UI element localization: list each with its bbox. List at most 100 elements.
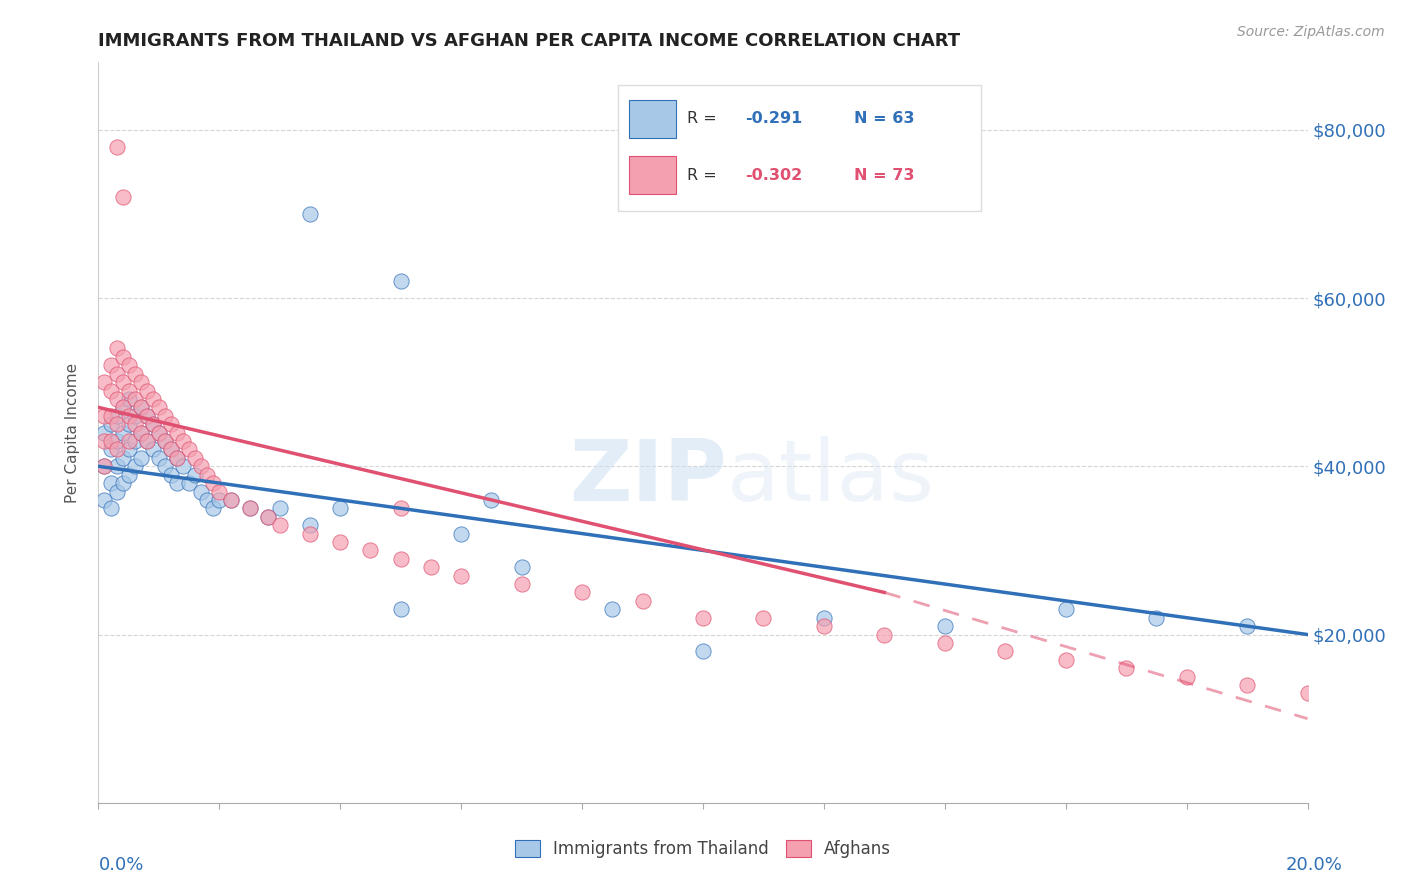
Point [329,535,352,549]
Point [389,602,412,616]
Text: Source: ZipAtlas.com: Source: ZipAtlas.com [1237,25,1385,39]
Point [179,442,201,457]
Point [269,501,291,516]
Point [813,619,835,633]
Point [631,594,654,608]
Point [124,417,146,432]
Point [160,417,183,432]
Point [873,627,896,641]
Point [934,636,956,650]
Point [153,459,176,474]
Point [105,342,128,356]
Point [153,409,176,423]
Point [160,442,183,457]
Point [118,467,141,482]
Point [111,401,134,415]
Point [148,425,170,440]
Point [105,417,128,432]
Point [100,384,122,398]
Point [111,190,134,204]
Point [256,509,278,524]
Point [602,602,624,616]
Point [1175,670,1198,684]
Point [269,518,291,533]
Point [135,384,157,398]
Point [111,476,134,491]
Point [142,392,165,406]
Point [93,425,115,440]
Point [172,434,194,448]
Point [692,610,714,624]
Point [124,409,146,423]
Point [160,442,183,457]
Text: 0.0%: 0.0% [98,856,143,874]
Point [93,492,115,507]
Text: 20.0%: 20.0% [1286,856,1343,874]
Point [100,501,122,516]
Text: atlas: atlas [727,435,935,518]
Point [1236,678,1258,692]
Point [118,409,141,423]
Point [166,450,188,465]
Point [420,560,443,574]
Point [299,526,322,541]
Point [510,577,533,591]
Text: ZIP: ZIP [569,435,727,518]
Point [148,401,170,415]
Point [160,467,183,482]
Point [190,484,212,499]
Point [153,434,176,448]
Point [105,484,128,499]
Point [239,501,262,516]
Point [299,207,322,221]
Point [111,425,134,440]
Y-axis label: Per Capita Income: Per Capita Income [65,362,80,503]
Point [202,476,225,491]
Point [111,401,134,415]
Point [118,442,141,457]
Point [124,392,146,406]
Point [129,401,152,415]
Point [100,434,122,448]
Text: IMMIGRANTS FROM THAILAND VS AFGHAN PER CAPITA INCOME CORRELATION CHART: IMMIGRANTS FROM THAILAND VS AFGHAN PER C… [98,32,960,50]
Point [166,476,188,491]
Point [135,434,157,448]
Point [100,442,122,457]
Point [994,644,1017,658]
Point [129,425,152,440]
Point [450,526,472,541]
Point [142,442,165,457]
Point [124,459,146,474]
Point [118,392,141,406]
Point [329,501,352,516]
Point [142,417,165,432]
Point [934,619,956,633]
Point [105,139,128,153]
Point [179,476,201,491]
Point [208,492,231,507]
Point [93,459,115,474]
Point [124,367,146,381]
Point [118,434,141,448]
Point [195,492,218,507]
Point [1144,610,1167,624]
Point [105,409,128,423]
Point [1054,602,1077,616]
Point [124,434,146,448]
Point [813,610,835,624]
Point [118,359,141,373]
Point [166,425,188,440]
Point [481,492,503,507]
Point [389,274,412,288]
Point [148,425,170,440]
Point [105,459,128,474]
Point [135,409,157,423]
Point [195,467,218,482]
Point [93,409,115,423]
Point [129,425,152,440]
Point [190,459,212,474]
Point [510,560,533,574]
Point [239,501,262,516]
Point [93,434,115,448]
Point [105,392,128,406]
